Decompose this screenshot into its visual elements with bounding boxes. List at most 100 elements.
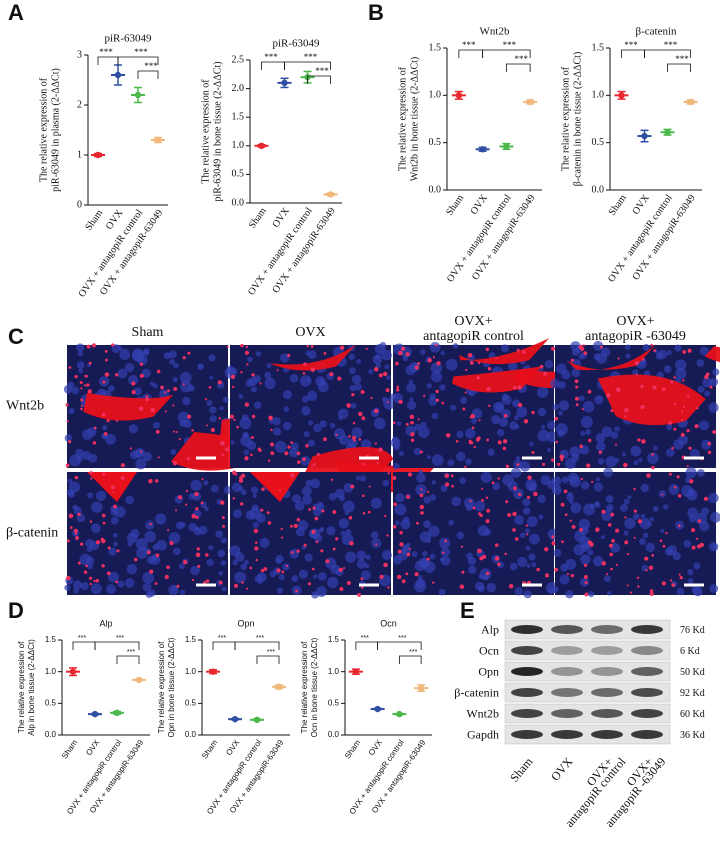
signal-dot — [260, 508, 264, 512]
signal-dot — [544, 573, 550, 578]
signal-dot — [610, 512, 615, 517]
signal-dot — [113, 504, 117, 509]
signal-dot — [175, 509, 178, 512]
signal-dot — [396, 388, 400, 392]
signal-dot — [373, 367, 379, 372]
y-tick-label: 1.5 — [328, 635, 340, 644]
nucleus — [80, 581, 89, 591]
signal-dot — [615, 563, 618, 566]
nucleus — [110, 516, 119, 525]
nucleus — [272, 417, 281, 426]
signal-dot — [251, 373, 255, 377]
signal-dot — [414, 571, 419, 577]
signal-dot — [120, 476, 125, 480]
signal-dot — [244, 350, 250, 355]
signal-dot — [583, 563, 588, 567]
nucleus — [585, 429, 592, 436]
signal-dot — [588, 438, 592, 443]
nucleus — [319, 420, 327, 428]
significance-label: *** — [256, 635, 264, 642]
signal-dot — [352, 435, 356, 440]
y-axis-label: Ocn in bone tissue (2-ΔΔCt) — [310, 637, 319, 737]
row-label: β-catenin — [6, 526, 58, 541]
blot-band — [511, 667, 543, 676]
blot-strip — [504, 619, 671, 640]
nucleus — [519, 532, 526, 539]
signal-dot — [555, 440, 559, 444]
signal-dot — [66, 539, 70, 543]
y-tick-label: 0.0 — [185, 730, 197, 739]
signal-dot — [191, 428, 194, 432]
nucleus — [208, 545, 214, 551]
signal-dot — [155, 553, 160, 558]
column-header: Sham — [132, 325, 164, 340]
signal-dot — [405, 494, 410, 499]
nucleus — [418, 426, 430, 439]
signal-dot — [441, 401, 445, 405]
signal-dot — [353, 439, 356, 442]
signal-dot — [370, 396, 373, 399]
nucleus — [163, 352, 172, 360]
nucleus — [642, 343, 650, 352]
signal-dot — [310, 344, 314, 348]
nucleus — [552, 403, 559, 411]
significance-label: *** — [134, 47, 148, 57]
signal-dot — [641, 439, 646, 444]
nucleus — [660, 528, 665, 534]
nucleus — [426, 455, 431, 460]
signal-dot — [226, 345, 229, 348]
nucleus — [699, 420, 710, 431]
nucleus — [383, 397, 396, 410]
signal-dot — [348, 515, 353, 520]
blot-band — [631, 688, 663, 697]
nucleus — [709, 377, 719, 387]
mean-dot — [479, 146, 486, 153]
signal-dot — [651, 554, 655, 557]
signal-dot — [374, 442, 378, 445]
signal-dot — [542, 462, 546, 466]
nucleus — [486, 582, 497, 593]
nucleus — [126, 564, 138, 575]
nucleus — [77, 350, 84, 357]
signal-dot — [686, 395, 690, 398]
nucleus — [456, 531, 464, 540]
nucleus — [685, 467, 697, 479]
signal-dot — [662, 544, 666, 548]
nucleus — [129, 450, 139, 460]
signal-dot — [303, 543, 307, 547]
signal-dot — [268, 415, 273, 421]
nucleus — [596, 477, 601, 482]
signal-dot — [649, 589, 654, 593]
chart-title: β-catenin — [635, 26, 677, 38]
signal-dot — [487, 367, 492, 371]
nucleus — [667, 350, 672, 356]
nucleus — [567, 472, 579, 484]
nucleus — [514, 587, 524, 596]
signal-dot — [678, 573, 681, 576]
nucleus — [704, 390, 711, 397]
y-tick-label: 1.0 — [185, 667, 197, 676]
nucleus — [117, 346, 123, 351]
nucleus — [528, 482, 537, 492]
signal-dot — [485, 496, 489, 499]
signal-dot — [544, 547, 549, 552]
nucleus — [491, 414, 501, 425]
signal-dot — [461, 570, 465, 574]
nucleus — [597, 395, 602, 400]
significance-label: *** — [144, 61, 158, 71]
signal-dot — [173, 386, 178, 391]
signal-dot — [396, 574, 402, 580]
signal-dot — [101, 564, 105, 568]
nucleus — [87, 563, 94, 570]
nucleus — [406, 400, 417, 410]
nucleus — [423, 520, 432, 529]
signal-dot — [86, 344, 91, 349]
nucleus — [288, 447, 299, 458]
significance-label: *** — [503, 40, 517, 50]
signal-dot — [410, 432, 415, 437]
signal-dot — [477, 361, 481, 365]
mean-dot — [91, 710, 99, 718]
nucleus — [220, 537, 227, 544]
mean-dot — [641, 132, 648, 140]
nucleus — [426, 383, 433, 389]
